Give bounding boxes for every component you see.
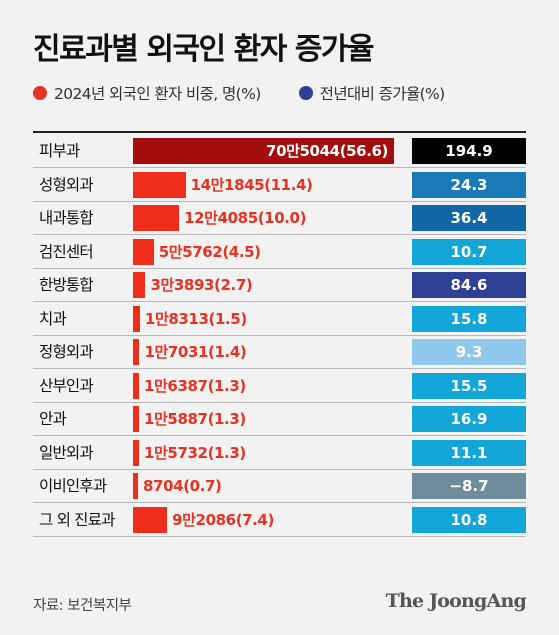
category-label: 피부과: [39, 142, 80, 160]
share-bar: [133, 138, 394, 164]
category-label: 성형외과: [39, 175, 94, 194]
table-row: 산부인과 1만6387(1.3) 15.5: [33, 370, 526, 403]
category-label: 산부인과: [39, 376, 94, 395]
source-note: 자료: 보건복지부: [33, 598, 132, 614]
category-label: 정형외과: [39, 343, 94, 361]
row-divider: [33, 435, 526, 436]
share-bar: [133, 439, 139, 466]
share-bar: [133, 171, 186, 198]
table-row: 한방통합 3만3893(2.7) 84.6: [33, 269, 526, 302]
table-row: 그 외 진료과 9만2086(7.4) 10.8: [33, 504, 526, 537]
table-row: 이비인후과 8704(0.7) −8.7: [33, 470, 526, 503]
growth-value-cell: 10.8: [412, 506, 526, 533]
growth-value-cell: 84.6: [412, 272, 526, 298]
share-bar: [133, 339, 140, 365]
share-value-label: 3만3893(2.7): [150, 276, 253, 294]
row-divider: [33, 535, 526, 537]
share-value-label: 1만5887(1.3): [143, 410, 246, 428]
row-divider: [33, 301, 526, 302]
row-divider: [33, 401, 526, 403]
table-row: 치과 1만8313(1.5) 15.8: [33, 303, 526, 336]
table-top-rule: [33, 131, 526, 133]
category-label: 치과: [39, 309, 67, 328]
share-bar: [133, 406, 139, 432]
row-divider: [33, 267, 526, 269]
share-bar: [133, 473, 138, 499]
category-label: 이비인후과: [39, 477, 107, 495]
legend-item-growth: 전년대비 증가율(%): [298, 82, 446, 104]
table-row: 내과통합 12만4085(10.0) 36.4: [33, 202, 526, 235]
share-bar: [133, 305, 140, 332]
share-value-label: 14만1845(11.4): [190, 175, 313, 194]
row-divider: [33, 200, 526, 202]
legend: 2024년 외국인 환자 비중, 명(%) 전년대비 증가율(%): [33, 82, 483, 104]
table-row: 안과 1만5887(1.3) 16.9: [33, 403, 526, 436]
share-value-label: 1만6387(1.3): [143, 376, 246, 395]
table-row: 일반외과 1만5732(1.3) 11.1: [33, 437, 526, 470]
table-row: 피부과 70만5044(56.6) 194.9: [33, 135, 526, 168]
growth-value-cell: 24.3: [412, 171, 526, 198]
legend-dot-growth: [298, 86, 313, 100]
share-bar: [133, 238, 154, 265]
legend-dot-share: [33, 86, 47, 100]
category-label: 한방통합: [39, 276, 94, 294]
growth-value-cell: 15.8: [412, 305, 526, 332]
growth-value-cell: 10.7: [412, 238, 526, 265]
share-value-label: 1만8313(1.5): [144, 309, 247, 328]
row-divider: [33, 502, 526, 503]
share-value-label: 9만2086(7.4): [172, 510, 274, 529]
growth-value-cell: 36.4: [412, 205, 526, 231]
legend-label-share: 2024년 외국인 환자 비중, 명(%): [54, 85, 261, 103]
share-value-label: 1만7031(1.4): [144, 343, 247, 361]
category-label: 일반외과: [39, 443, 94, 462]
share-bar: [133, 372, 139, 399]
table-row: 성형외과 14만1845(11.4) 24.3: [33, 169, 526, 202]
growth-value-cell: 194.9: [412, 138, 526, 164]
category-label: 안과: [39, 410, 67, 428]
category-label: 내과통합: [39, 209, 94, 227]
brand-logo: The JoongAng: [385, 590, 527, 612]
share-value-label: 1만5732(1.3): [143, 443, 246, 462]
table-row: 정형외과 1만7031(1.4) 9.3: [33, 336, 526, 369]
share-bar: [133, 506, 168, 533]
row-divider: [33, 334, 526, 336]
share-value-label: 8704(0.7): [143, 477, 222, 495]
legend-item-share: 2024년 외국인 환자 비중, 명(%): [33, 82, 261, 104]
growth-value-cell: −8.7: [412, 473, 526, 499]
share-bar: [133, 272, 146, 298]
growth-value-cell: 9.3: [412, 339, 526, 365]
share-bar: [133, 205, 180, 231]
row-divider: [33, 167, 526, 168]
row-divider: [33, 368, 526, 369]
category-label: 그 외 진료과: [39, 510, 115, 529]
row-divider: [33, 234, 526, 235]
share-value-label: 70만5044(56.6): [266, 142, 388, 160]
growth-value-cell: 15.5: [412, 372, 526, 399]
growth-value-cell: 11.1: [412, 439, 526, 466]
table-row: 검진센터 5만5762(4.5) 10.7: [33, 236, 526, 269]
share-value-label: 5만5762(4.5): [158, 242, 261, 261]
growth-value-cell: 16.9: [412, 406, 526, 432]
share-value-label: 12만4085(10.0): [184, 209, 307, 227]
category-label: 검진센터: [39, 242, 94, 261]
chart-title: 진료과별 외국인 환자 증가율: [33, 32, 375, 67]
row-divider: [33, 468, 526, 470]
legend-label-growth: 전년대비 증가율(%): [319, 85, 446, 103]
